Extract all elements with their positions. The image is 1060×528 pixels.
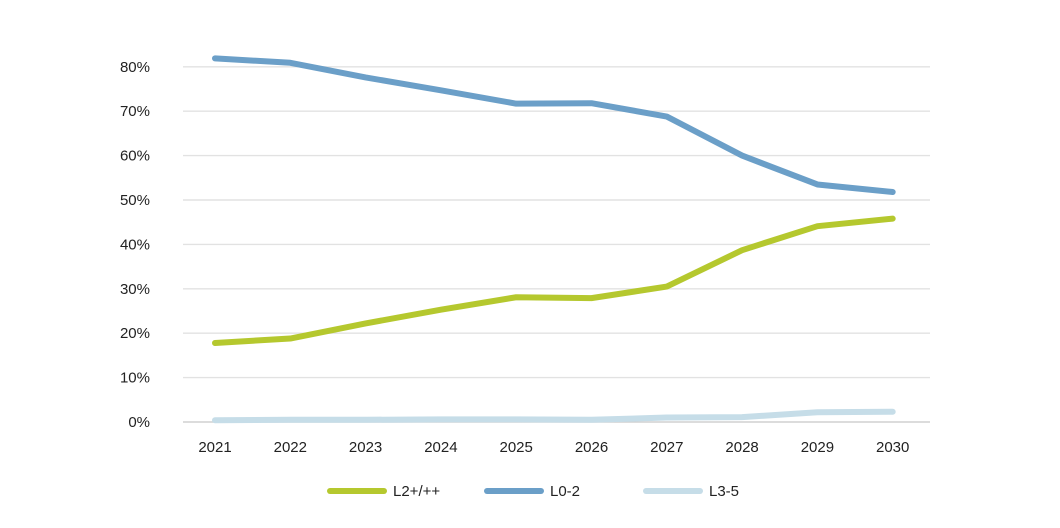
y-tick-label: 70% bbox=[120, 103, 150, 120]
x-tick-label: 2024 bbox=[424, 439, 457, 456]
x-tick-label: 2021 bbox=[198, 439, 231, 456]
x-tick-label: 2029 bbox=[801, 439, 834, 456]
x-tick-label: 2022 bbox=[274, 439, 307, 456]
series-line-l2- bbox=[212, 215, 896, 346]
x-tick-label: 2028 bbox=[725, 439, 758, 456]
y-tick-label: 20% bbox=[120, 325, 150, 342]
y-tick-label: 30% bbox=[120, 281, 150, 298]
legend-label: L0-2 bbox=[550, 483, 580, 500]
legend-label: L3-5 bbox=[709, 483, 739, 500]
y-tick-label: 50% bbox=[120, 192, 150, 209]
x-axis-ticks: 2021 2022 2023 2024 2025 2026 2027 2028 2029 2030 bbox=[198, 439, 909, 456]
y-tick-label: 10% bbox=[120, 370, 150, 387]
x-tick-label: 2030 bbox=[876, 439, 909, 456]
y-tick-label: 40% bbox=[120, 236, 150, 253]
x-tick-label: 2026 bbox=[575, 439, 608, 456]
x-tick-label: 2023 bbox=[349, 439, 382, 456]
y-axis-ticks: 0% 10% 20% 30% 40% 50% 60% 70% 80% bbox=[120, 59, 150, 431]
x-tick-label: 2025 bbox=[500, 439, 533, 456]
series-line-l3-5 bbox=[212, 408, 896, 424]
legend-label: L2+/++ bbox=[393, 483, 440, 500]
series-lines bbox=[212, 55, 896, 424]
gridlines bbox=[183, 66, 930, 423]
y-tick-label: 60% bbox=[120, 148, 150, 165]
y-tick-label: 0% bbox=[128, 414, 150, 431]
legend: L2+/++ L0-2 L3-5 bbox=[327, 483, 739, 500]
series-line-l0-2 bbox=[212, 55, 896, 196]
x-tick-label: 2027 bbox=[650, 439, 683, 456]
y-tick-label: 80% bbox=[120, 59, 150, 76]
